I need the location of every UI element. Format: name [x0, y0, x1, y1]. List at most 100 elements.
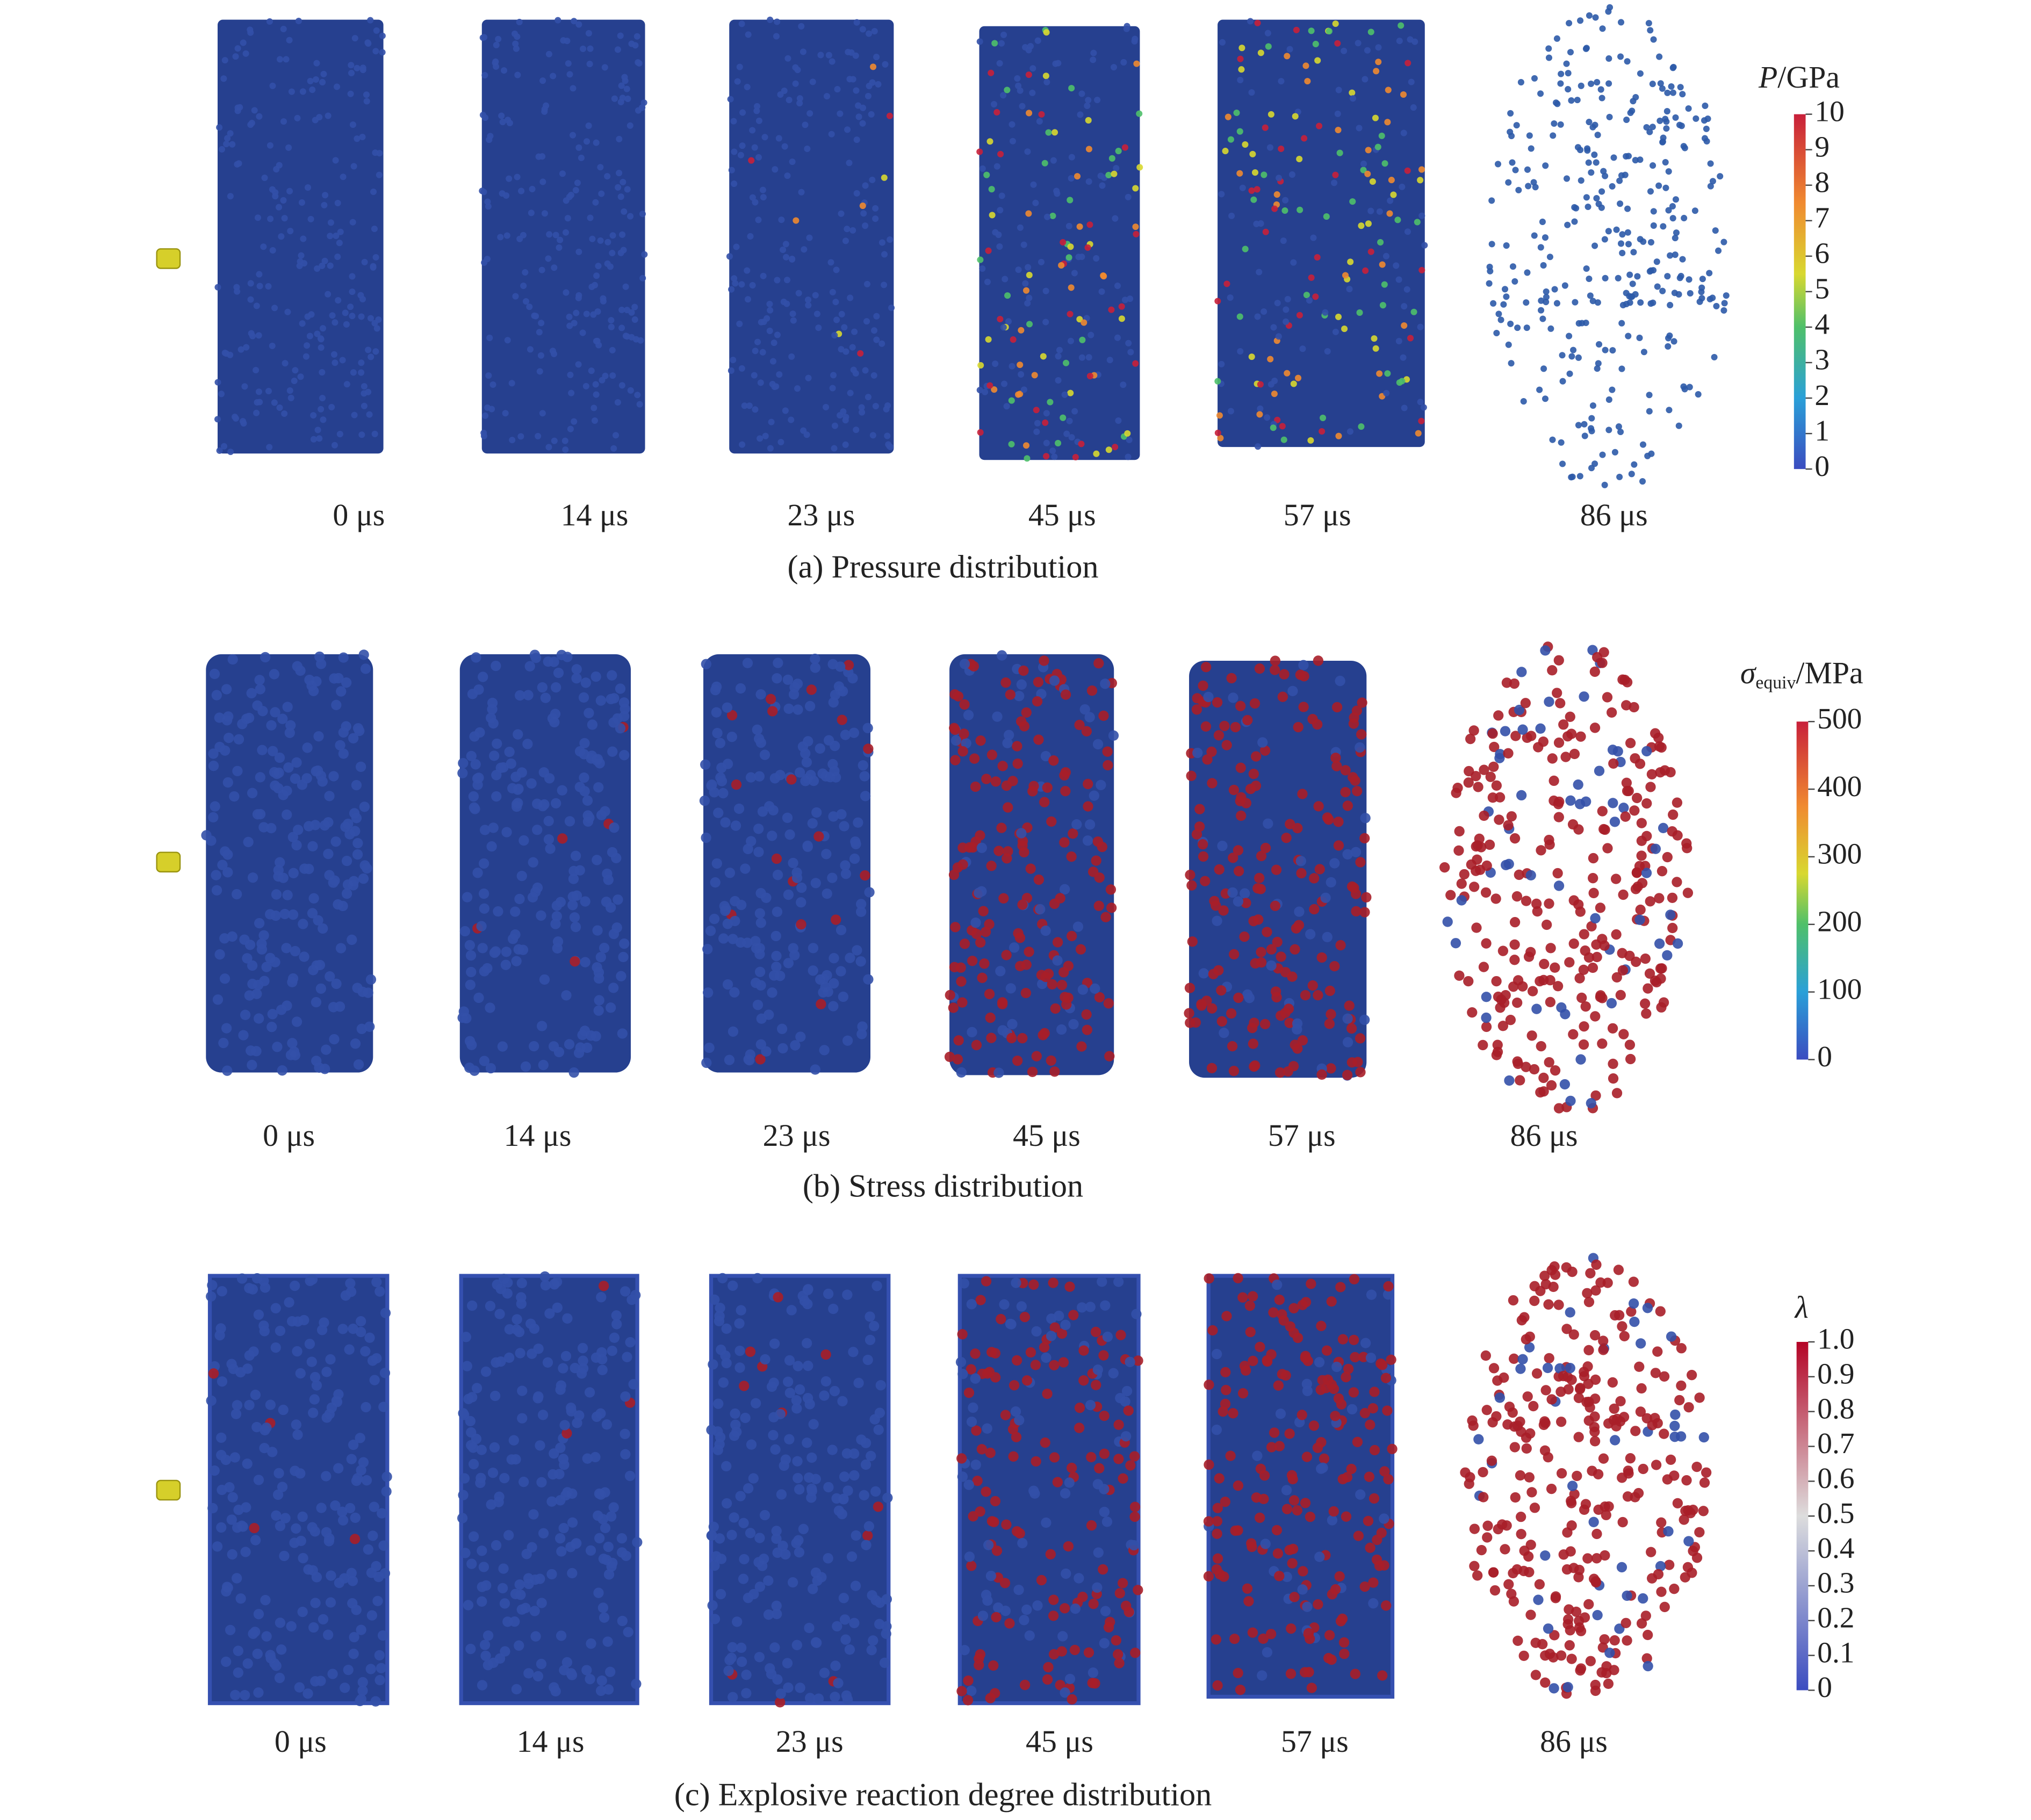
particle	[815, 324, 822, 331]
particle	[1078, 90, 1085, 97]
particle	[1624, 950, 1635, 961]
particle	[354, 725, 365, 736]
particle	[609, 232, 616, 239]
particle	[1056, 346, 1063, 353]
particle	[1481, 938, 1492, 949]
particle	[618, 306, 625, 313]
particle	[355, 1316, 366, 1327]
particle	[1303, 1628, 1314, 1638]
particle	[1123, 1405, 1134, 1416]
particle	[1599, 940, 1610, 951]
particle	[485, 203, 492, 210]
particle	[1601, 1667, 1612, 1679]
particle	[1587, 962, 1598, 973]
particle	[808, 1419, 819, 1429]
particle	[1337, 1334, 1349, 1345]
particle	[1369, 1386, 1380, 1397]
particle	[330, 1500, 341, 1511]
particle	[613, 894, 623, 905]
particle	[786, 774, 797, 785]
particle	[977, 362, 984, 369]
particle	[749, 282, 756, 289]
particle	[1299, 1667, 1310, 1678]
particle	[1484, 839, 1495, 850]
particle	[713, 807, 724, 818]
particle	[783, 254, 790, 261]
particle	[855, 113, 862, 120]
particle	[1242, 141, 1249, 148]
particle	[1367, 28, 1374, 35]
particle	[570, 1539, 581, 1549]
particle	[873, 336, 880, 343]
particle	[1619, 231, 1626, 238]
particle	[369, 1375, 380, 1385]
particle	[244, 1283, 255, 1294]
particle	[1284, 1017, 1295, 1028]
particle	[1249, 698, 1261, 709]
particle	[720, 817, 731, 828]
particle	[283, 56, 290, 63]
particle	[610, 445, 617, 452]
particle	[355, 761, 366, 772]
particle	[838, 1493, 849, 1504]
particle	[1185, 1017, 1195, 1028]
particle	[635, 107, 642, 114]
particle	[1228, 1066, 1240, 1077]
particle	[849, 1470, 860, 1481]
particle	[1044, 213, 1051, 220]
particle	[319, 262, 326, 269]
particle	[771, 962, 782, 972]
particle	[959, 938, 970, 949]
particle	[1608, 1058, 1618, 1070]
particle	[1058, 262, 1065, 269]
particle	[550, 709, 561, 719]
particle	[571, 890, 582, 901]
particle	[1212, 1553, 1223, 1564]
colorbar-tick-label: 9	[1814, 130, 1830, 163]
particle	[979, 265, 986, 272]
particle	[799, 1296, 810, 1306]
particle	[1120, 381, 1127, 388]
particle	[308, 893, 319, 904]
particle	[1667, 252, 1674, 259]
particle	[1055, 353, 1062, 360]
particle	[1588, 887, 1599, 899]
particle	[206, 1291, 217, 1302]
particle	[1040, 1437, 1050, 1448]
particle	[309, 1526, 320, 1537]
particle	[1041, 160, 1048, 167]
particle	[1679, 256, 1686, 263]
particle	[1099, 1410, 1110, 1421]
particle	[352, 1473, 363, 1484]
particle	[250, 1535, 261, 1545]
particle	[767, 307, 774, 314]
particle	[1077, 984, 1088, 995]
particle	[615, 723, 626, 734]
particle	[1593, 1504, 1604, 1515]
particle	[788, 416, 795, 423]
particle	[1539, 1445, 1551, 1456]
particle	[1300, 990, 1311, 1001]
particle	[1308, 1420, 1320, 1431]
colorbar-tick-label: 8	[1814, 165, 1830, 198]
particle	[491, 1540, 502, 1551]
particle	[1574, 799, 1586, 810]
particle	[842, 441, 849, 448]
particle	[1672, 1498, 1683, 1508]
particle	[356, 1694, 366, 1705]
particle	[722, 979, 733, 990]
particle	[829, 953, 839, 964]
particle	[866, 83, 873, 90]
particle	[582, 795, 593, 806]
time-label: 57 μs	[1281, 1724, 1349, 1759]
particle	[1569, 473, 1576, 480]
particle	[783, 889, 794, 900]
particle	[222, 849, 233, 860]
particle	[620, 178, 626, 185]
particle	[464, 1062, 475, 1073]
particle	[237, 346, 244, 353]
particle	[993, 846, 1004, 856]
particle	[1026, 294, 1033, 301]
particle	[516, 18, 523, 25]
particle	[1285, 1321, 1295, 1332]
